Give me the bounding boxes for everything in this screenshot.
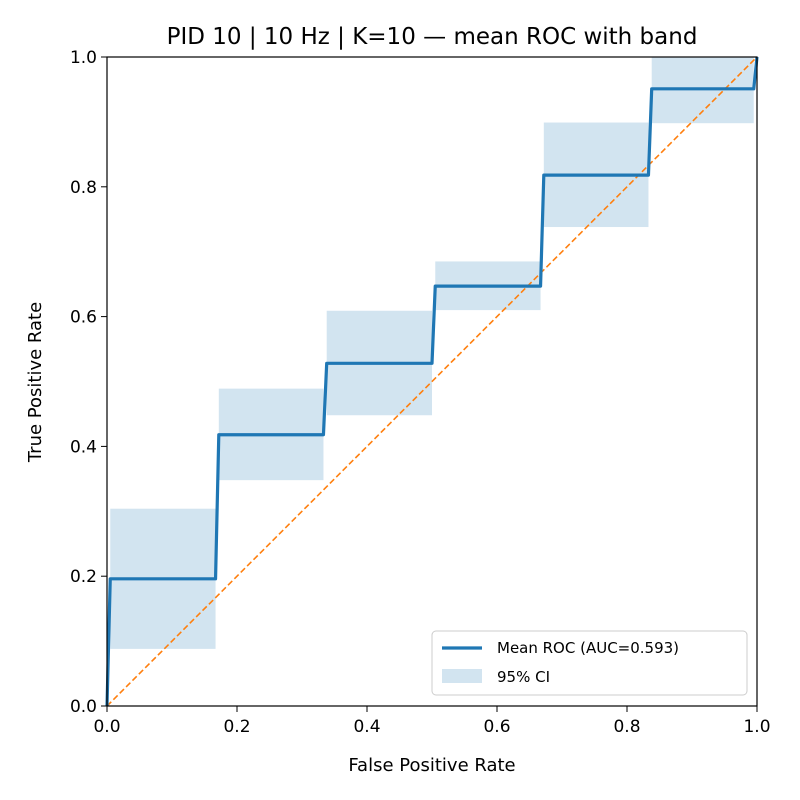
y-tick-label: 0.2 [70, 567, 97, 587]
x-tick-label: 0.8 [613, 717, 640, 737]
y-tick-label: 0.6 [70, 308, 97, 328]
y-tick-label: 0.8 [70, 178, 97, 198]
x-tick-label: 0.4 [353, 717, 380, 737]
legend-entry-ci: 95% CI [497, 668, 550, 686]
y-tick-label: 0.0 [70, 697, 97, 717]
legend-box [431, 630, 748, 696]
legend: Mean ROC (AUC=0.593) 95% CI [431, 630, 748, 696]
y-tick-label: 0.4 [70, 437, 97, 457]
chart-title: PID 10 | 10 Hz | K=10 — mean ROC with ba… [167, 24, 698, 50]
plot-frame [106, 56, 758, 707]
series-layer [105, 56, 759, 707]
x-tick-label: 0.2 [223, 717, 250, 737]
y-tick-label: 1.0 [70, 48, 97, 68]
x-axis-label: False Positive Rate [348, 755, 515, 776]
x-tick-label: 0.0 [93, 717, 120, 737]
y-axis-label: True Positive Rate [25, 302, 46, 463]
chance-line [106, 56, 758, 707]
legend-band-swatch [442, 669, 482, 683]
mean-roc-line [105, 56, 759, 707]
x-tick-label: 1.0 [743, 717, 770, 737]
reference-diagonal [106, 56, 758, 707]
tick-layer: 0.0 0.2 0.4 0.6 0.8 1.0 0.0 0.2 0.4 0.6 0.8 1.0 [70, 48, 771, 737]
x-tick-label: 0.6 [483, 717, 510, 737]
legend-entry-mean-roc: Mean ROC (AUC=0.593) [497, 639, 679, 657]
